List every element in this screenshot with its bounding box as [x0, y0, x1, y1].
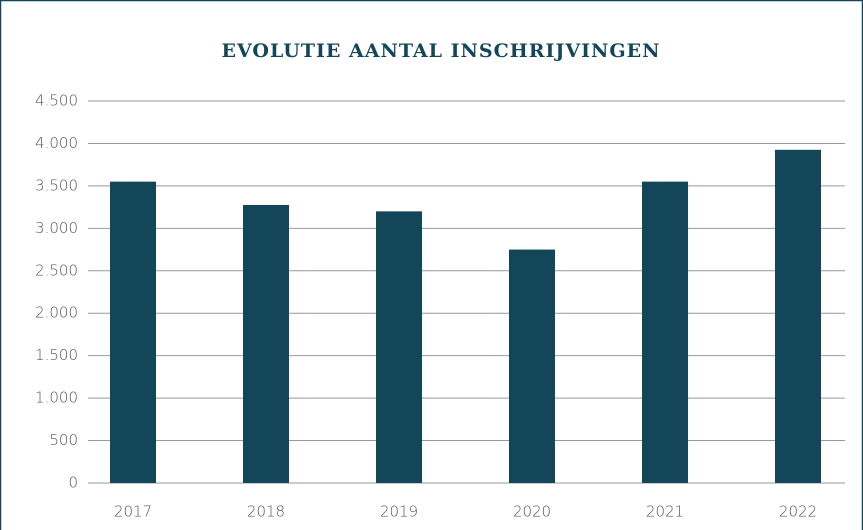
bar — [642, 181, 688, 483]
y-tick-label: 1.000 — [35, 389, 78, 407]
y-tick-label: 500 — [49, 431, 78, 449]
x-tick-label: 2021 — [646, 503, 684, 521]
chart-title: EVOLUTIE AANTAL INSCHRIJVINGEN — [222, 40, 661, 62]
bar — [110, 181, 156, 483]
bar — [376, 211, 422, 483]
y-tick-label: 1.500 — [35, 346, 78, 364]
bar — [509, 249, 555, 483]
y-tick-label: 3.000 — [35, 219, 78, 237]
y-tick-label: 4.500 — [35, 92, 78, 110]
x-tick-label: 2020 — [513, 503, 551, 521]
y-tick-label: 0 — [68, 474, 78, 492]
bar — [243, 204, 289, 483]
x-tick-label: 2019 — [380, 503, 418, 521]
bar — [775, 149, 821, 484]
y-tick-label: 2.500 — [35, 261, 78, 279]
x-tick-label: 2018 — [247, 503, 285, 521]
x-tick-label: 2022 — [779, 503, 817, 521]
x-tick-label: 2017 — [114, 503, 152, 521]
y-tick-label: 3.500 — [35, 176, 78, 194]
y-tick-label: 4.000 — [35, 134, 78, 152]
y-tick-label: 2.000 — [35, 304, 78, 322]
